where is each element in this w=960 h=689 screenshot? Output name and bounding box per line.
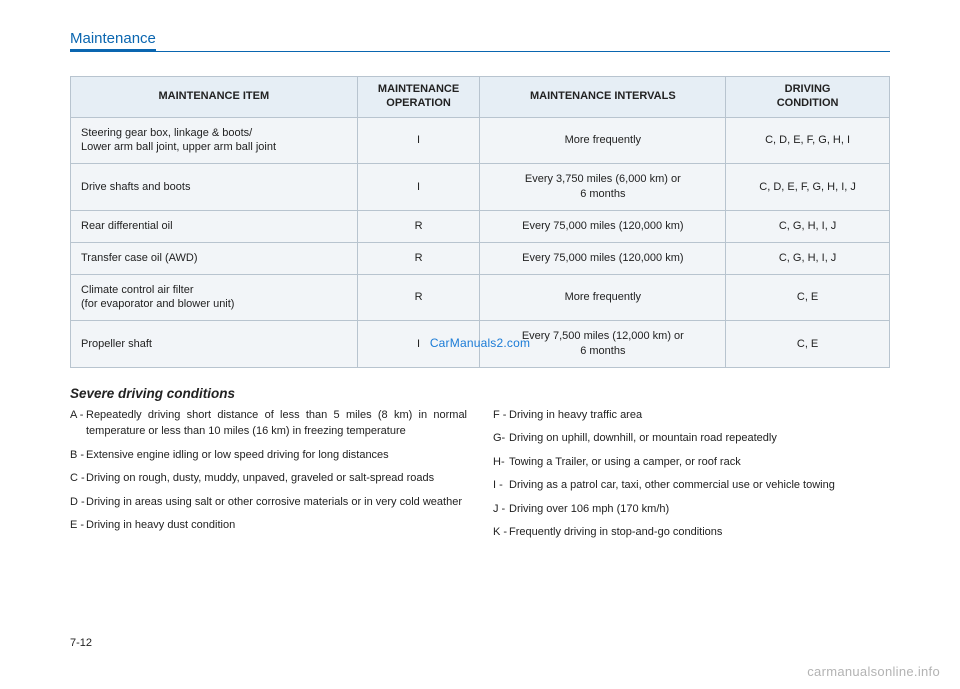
footer-watermark: carmanualsonline.info xyxy=(807,664,940,679)
cell-intervals: Every 75,000 miles (120,000 km) xyxy=(480,210,726,242)
condition-text: Towing a Trailer, or using a camper, or … xyxy=(509,454,890,471)
condition-item: K - Frequently driving in stop-and-go co… xyxy=(493,524,890,541)
cell-operation: R xyxy=(357,242,480,274)
conditions-right: F - Driving in heavy traffic area G- Dri… xyxy=(493,407,890,548)
table-row: Drive shafts and boots I Every 3,750 mil… xyxy=(71,164,890,211)
condition-text: Repeatedly driving short distance of les… xyxy=(86,407,467,440)
conditions-columns: A - Repeatedly driving short distance of… xyxy=(70,407,890,548)
condition-text: Driving over 106 mph (170 km/h) xyxy=(509,501,890,518)
condition-item: I - Driving as a patrol car, taxi, other… xyxy=(493,477,890,494)
cell-operation: R xyxy=(357,210,480,242)
cell-operation: I xyxy=(357,164,480,211)
th-condition: DRIVINGCONDITION xyxy=(726,77,890,118)
table-row: Climate control air filter(for evaporato… xyxy=(71,274,890,321)
condition-item: G- Driving on uphill, downhill, or mount… xyxy=(493,430,890,447)
title-rule xyxy=(70,51,890,52)
condition-key: G- xyxy=(493,430,509,447)
condition-item: H- Towing a Trailer, or using a camper, … xyxy=(493,454,890,471)
condition-item: B - Extensive engine idling or low speed… xyxy=(70,447,467,464)
cell-intervals: Every 75,000 miles (120,000 km) xyxy=(480,242,726,274)
condition-key: B - xyxy=(70,447,86,464)
condition-key: K - xyxy=(493,524,509,541)
condition-text: Frequently driving in stop-and-go condit… xyxy=(509,524,890,541)
th-operation: MAINTENANCEOPERATION xyxy=(357,77,480,118)
conditions-left: A - Repeatedly driving short distance of… xyxy=(70,407,467,548)
condition-item: A - Repeatedly driving short distance of… xyxy=(70,407,467,440)
cell-item: Steering gear box, linkage & boots/Lower… xyxy=(71,117,358,164)
cell-operation: R xyxy=(357,274,480,321)
cell-item: Climate control air filter(for evaporato… xyxy=(71,274,358,321)
cell-condition: C, D, E, F, G, H, I xyxy=(726,117,890,164)
condition-item: F - Driving in heavy traffic area xyxy=(493,407,890,424)
condition-key: I - xyxy=(493,477,509,494)
cell-condition: C, E xyxy=(726,274,890,321)
cell-operation: I xyxy=(357,321,480,368)
condition-text: Driving in areas using salt or other cor… xyxy=(86,494,467,511)
cell-condition: C, G, H, I, J xyxy=(726,210,890,242)
maintenance-table: MAINTENANCE ITEM MAINTENANCEOPERATION MA… xyxy=(70,76,890,368)
condition-key: D - xyxy=(70,494,86,511)
th-intervals: MAINTENANCE INTERVALS xyxy=(480,77,726,118)
cell-intervals: More frequently xyxy=(480,274,726,321)
cell-intervals: Every 3,750 miles (6,000 km) or6 months xyxy=(480,164,726,211)
cell-condition: C, D, E, F, G, H, I, J xyxy=(726,164,890,211)
cell-item: Transfer case oil (AWD) xyxy=(71,242,358,274)
condition-key: F - xyxy=(493,407,509,424)
condition-text: Driving as a patrol car, taxi, other com… xyxy=(509,477,890,494)
cell-intervals: More frequently xyxy=(480,117,726,164)
th-item: MAINTENANCE ITEM xyxy=(71,77,358,118)
table-body: Steering gear box, linkage & boots/Lower… xyxy=(71,117,890,367)
cell-condition: C, E xyxy=(726,321,890,368)
condition-text: Driving on uphill, downhill, or mountain… xyxy=(509,430,890,447)
cell-item: Propeller shaft xyxy=(71,321,358,368)
section-title: Maintenance xyxy=(70,30,156,51)
condition-key: E - xyxy=(70,517,86,534)
cell-condition: C, G, H, I, J xyxy=(726,242,890,274)
page-number: 7-12 xyxy=(70,637,92,649)
condition-item: E - Driving in heavy dust condition xyxy=(70,517,467,534)
cell-operation: I xyxy=(357,117,480,164)
condition-key: H- xyxy=(493,454,509,471)
cell-item: Drive shafts and boots xyxy=(71,164,358,211)
condition-text: Driving in heavy traffic area xyxy=(509,407,890,424)
table-row: Steering gear box, linkage & boots/Lower… xyxy=(71,117,890,164)
condition-text: Driving on rough, dusty, muddy, unpaved,… xyxy=(86,470,467,487)
condition-item: D - Driving in areas using salt or other… xyxy=(70,494,467,511)
condition-text: Extensive engine idling or low speed dri… xyxy=(86,447,467,464)
table-row: Transfer case oil (AWD) R Every 75,000 m… xyxy=(71,242,890,274)
subheading-severe: Severe driving conditions xyxy=(70,386,890,401)
table-header-row: MAINTENANCE ITEM MAINTENANCEOPERATION MA… xyxy=(71,77,890,118)
condition-item: J - Driving over 106 mph (170 km/h) xyxy=(493,501,890,518)
condition-key: C - xyxy=(70,470,86,487)
condition-key: J - xyxy=(493,501,509,518)
condition-key: A - xyxy=(70,407,86,440)
condition-text: Driving in heavy dust condition xyxy=(86,517,467,534)
table-row: Propeller shaft I Every 7,500 miles (12,… xyxy=(71,321,890,368)
cell-item: Rear differential oil xyxy=(71,210,358,242)
cell-intervals: Every 7,500 miles (12,000 km) or6 months xyxy=(480,321,726,368)
table-row: Rear differential oil R Every 75,000 mil… xyxy=(71,210,890,242)
condition-item: C - Driving on rough, dusty, muddy, unpa… xyxy=(70,470,467,487)
